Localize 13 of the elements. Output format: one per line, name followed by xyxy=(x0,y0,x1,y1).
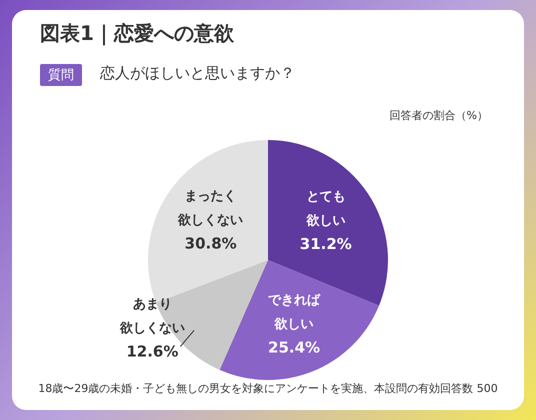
data-label: 25.4% xyxy=(268,338,320,356)
data-label: 31.2% xyxy=(300,235,352,254)
slice-label: できれば欲しい xyxy=(268,292,322,332)
text: 18歳〜29歳の未婚・子ども無しの男女を対象にアンケートを実施、本設問の有効回答数 500 xyxy=(37,381,499,396)
chart-title: 図表1｜恋愛への意欲 xyxy=(40,20,234,47)
data-label: 12.6% xyxy=(126,342,178,360)
slice-label: あまり欲しくない xyxy=(118,296,185,336)
slice-label: まったく欲しくない xyxy=(177,188,244,228)
data-label: 30.8% xyxy=(184,234,237,252)
legend-title: 質問 xyxy=(40,64,82,86)
chart-subtitle: 恋人がほしいと思いますか？ xyxy=(100,64,295,83)
text: 回答者の割合（%） xyxy=(390,108,488,123)
slice-label: とても欲しい xyxy=(305,190,346,229)
